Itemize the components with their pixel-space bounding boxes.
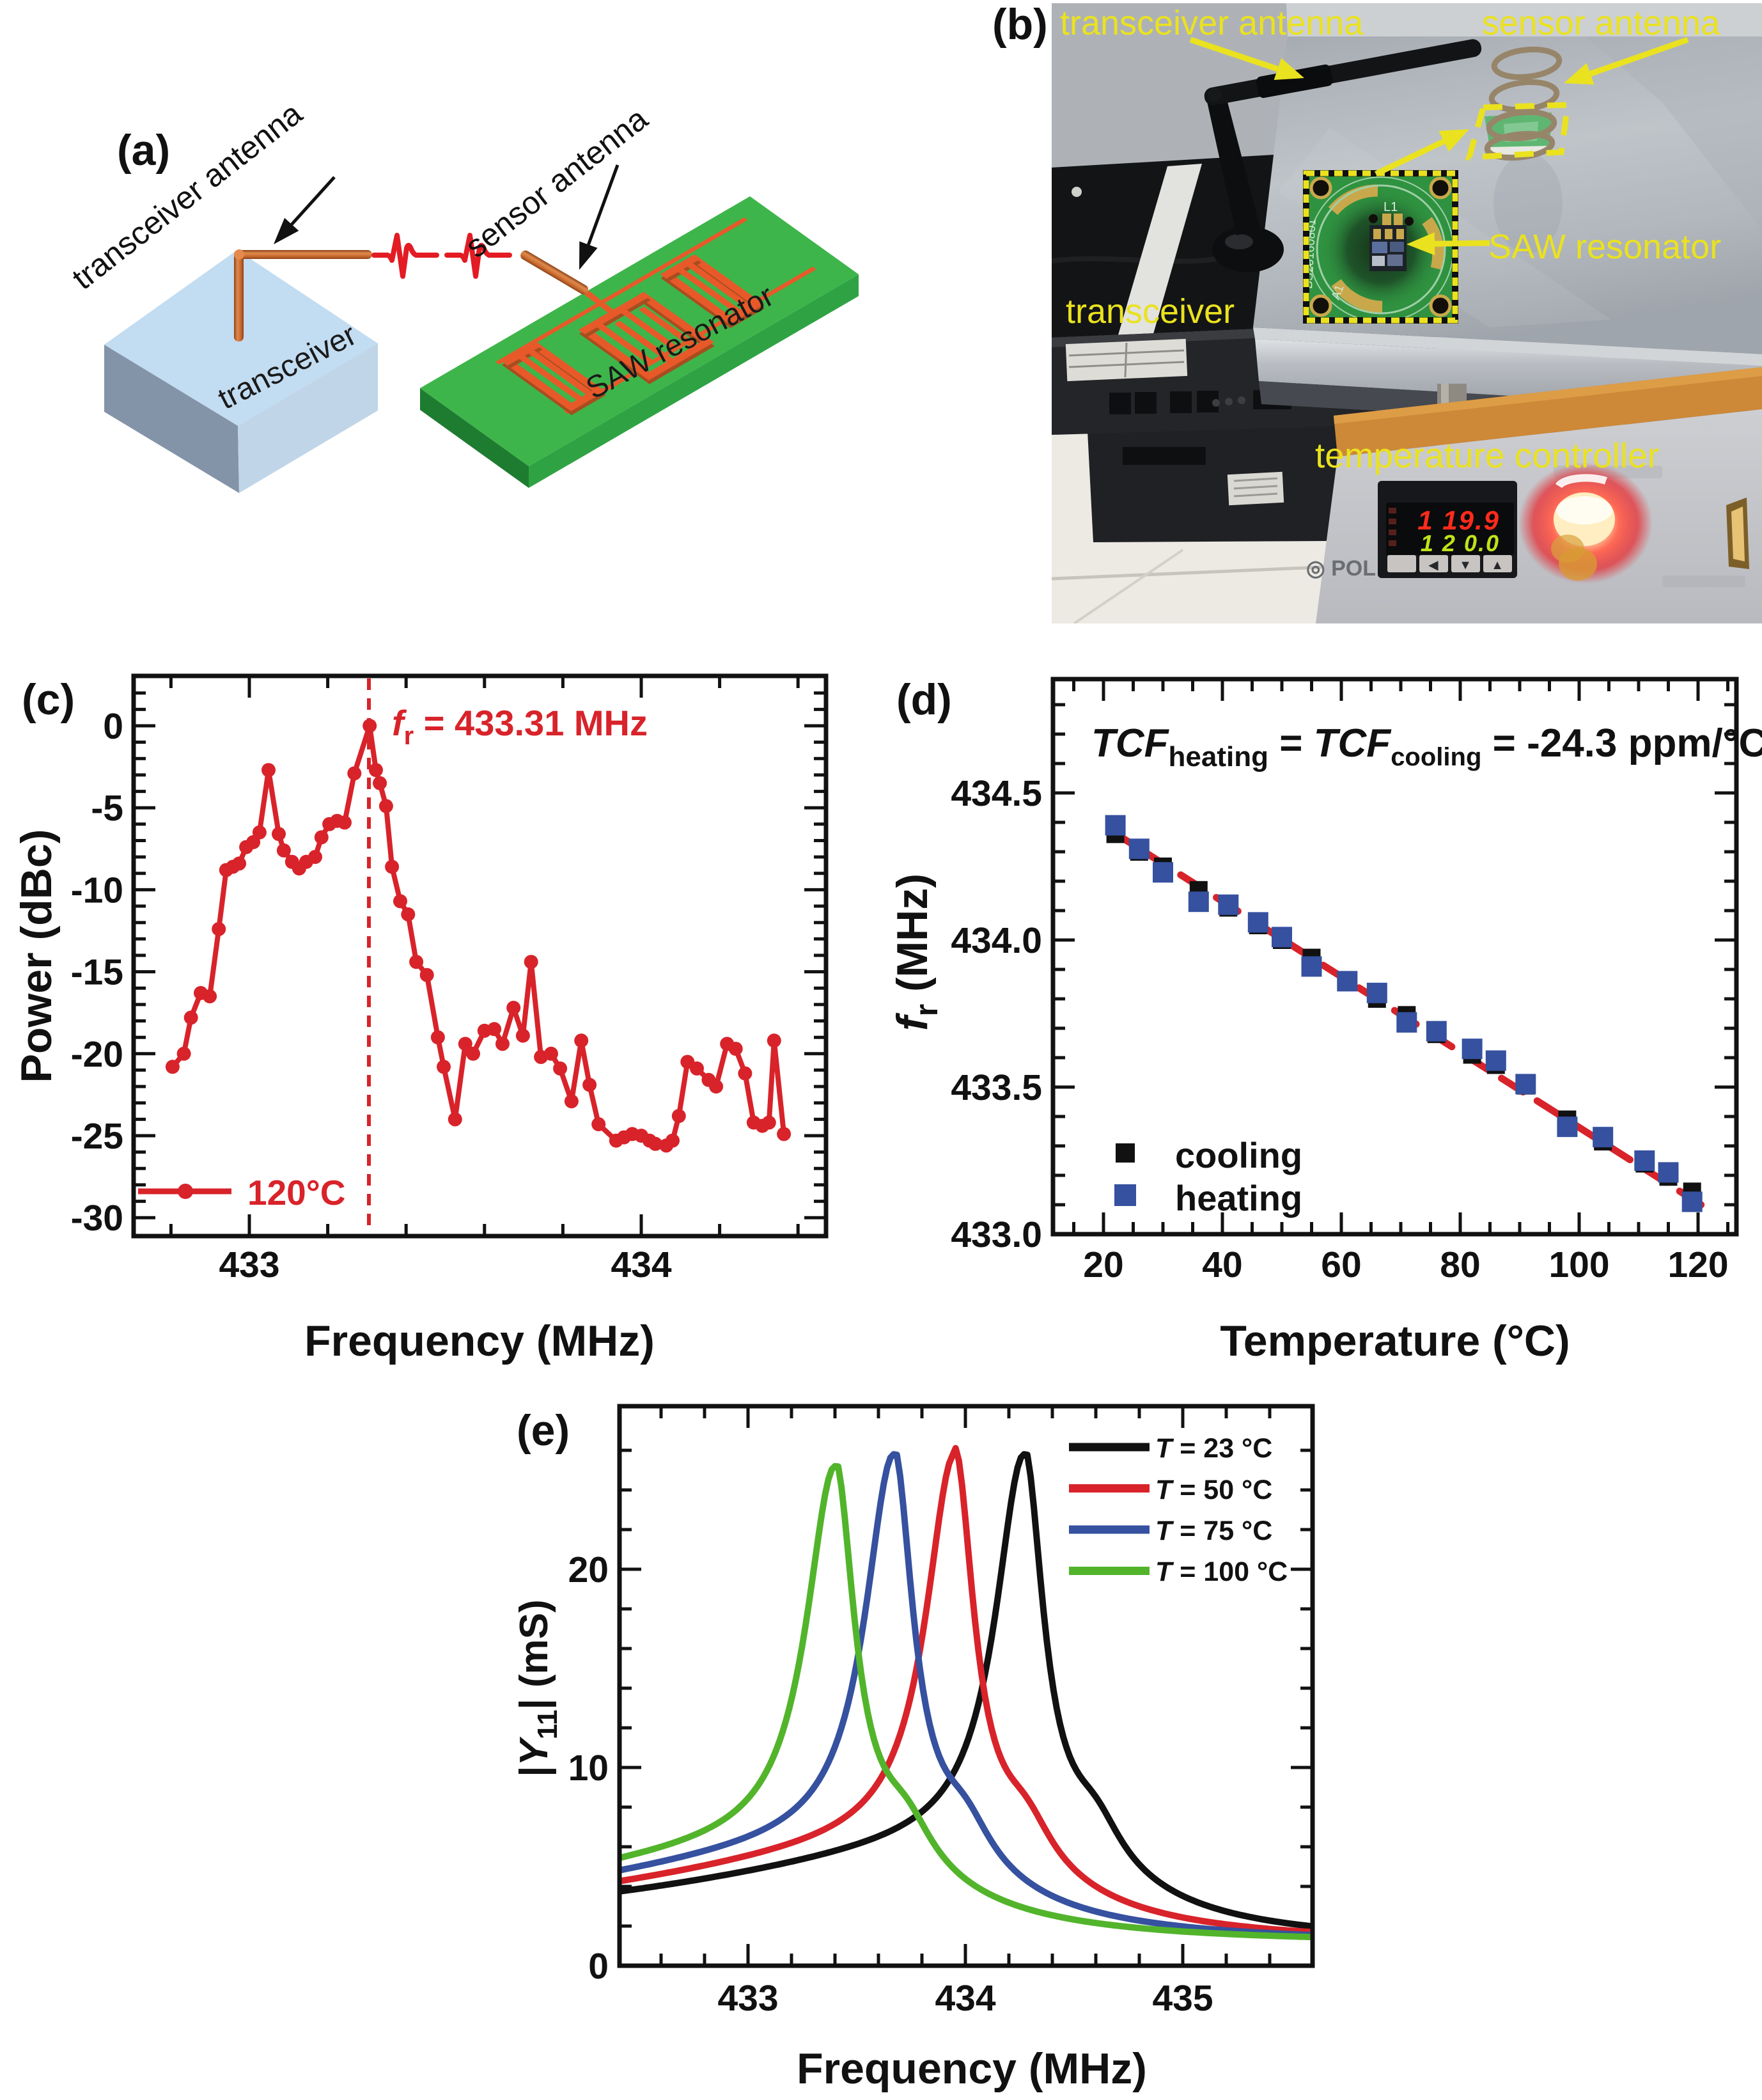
svg-text:-30: -30 bbox=[71, 1198, 123, 1239]
svg-text:20: 20 bbox=[1083, 1244, 1123, 1285]
svg-text:cooling: cooling bbox=[1175, 1135, 1302, 1175]
svg-text:434: 434 bbox=[935, 1978, 995, 2019]
svg-text:SAW resonator: SAW resonator bbox=[1488, 228, 1721, 266]
svg-text:1 2 0.0: 1 2 0.0 bbox=[1421, 530, 1500, 556]
svg-text:40: 40 bbox=[1202, 1244, 1242, 1285]
svg-text:heating: heating bbox=[1175, 1178, 1302, 1218]
svg-text:◀: ◀ bbox=[1428, 558, 1438, 572]
svg-text:-25: -25 bbox=[71, 1116, 123, 1157]
svg-text:60: 60 bbox=[1321, 1244, 1361, 1285]
svg-text:-10: -10 bbox=[71, 870, 123, 911]
svg-text:sensor antenna: sensor antenna bbox=[1482, 4, 1720, 42]
svg-text:TCFheating = TCFcooling = -24.: TCFheating = TCFcooling = -24.3 ppm/°C bbox=[1091, 721, 1762, 772]
svg-text:▼: ▼ bbox=[1459, 558, 1472, 572]
svg-text:▲: ▲ bbox=[1491, 558, 1504, 572]
svg-text:(e): (e) bbox=[517, 1406, 570, 1455]
svg-text:0: 0 bbox=[588, 1946, 609, 1987]
svg-text:-20: -20 bbox=[71, 1034, 123, 1075]
svg-text:-5: -5 bbox=[91, 788, 123, 829]
svg-text:Frequency (MHz): Frequency (MHz) bbox=[304, 1317, 655, 1365]
svg-text:0: 0 bbox=[103, 706, 123, 747]
svg-text:Temperature (°C): Temperature (°C) bbox=[1220, 1317, 1570, 1365]
svg-text:434: 434 bbox=[611, 1244, 671, 1285]
svg-text:|Y11| (mS): |Y11| (mS) bbox=[512, 1599, 563, 1777]
svg-text:(b): (b) bbox=[992, 0, 1048, 49]
svg-text:1 19.9: 1 19.9 bbox=[1417, 505, 1500, 535]
svg-text:(a): (a) bbox=[117, 126, 170, 175]
svg-text:◎ POL: ◎ POL bbox=[1306, 556, 1376, 581]
svg-text:433.5: 433.5 bbox=[951, 1067, 1042, 1108]
svg-text:-15: -15 bbox=[71, 952, 123, 993]
svg-text:transceiver: transceiver bbox=[1066, 292, 1235, 331]
svg-text:fr (MHz): fr (MHz) bbox=[888, 874, 944, 1031]
svg-text:100: 100 bbox=[1548, 1244, 1609, 1285]
svg-text:T = 100 °C: T = 100 °C bbox=[1155, 1556, 1288, 1587]
svg-text:433.0: 433.0 bbox=[951, 1214, 1042, 1255]
svg-text:80: 80 bbox=[1440, 1244, 1480, 1285]
svg-text:T = 50 °C: T = 50 °C bbox=[1155, 1475, 1272, 1505]
svg-text:Frequency (MHz): Frequency (MHz) bbox=[797, 2044, 1147, 2093]
svg-text:20: 20 bbox=[568, 1549, 609, 1590]
svg-text:T = 23 °C: T = 23 °C bbox=[1155, 1433, 1272, 1464]
svg-text:transceiver antenna: transceiver antenna bbox=[1060, 4, 1364, 42]
svg-text:(c): (c) bbox=[22, 675, 75, 724]
svg-text:434.0: 434.0 bbox=[951, 920, 1042, 961]
svg-text:Power (dBc): Power (dBc) bbox=[12, 829, 61, 1083]
svg-text:L1: L1 bbox=[1384, 200, 1398, 214]
svg-text:433: 433 bbox=[717, 1978, 778, 2019]
svg-text:433: 433 bbox=[219, 1244, 279, 1285]
svg-text:T = 75 °C: T = 75 °C bbox=[1155, 1516, 1272, 1546]
svg-text:120: 120 bbox=[1667, 1244, 1728, 1285]
svg-text:435: 435 bbox=[1152, 1978, 1213, 2019]
svg-text:temperature controller: temperature controller bbox=[1315, 435, 1659, 475]
svg-text:(d): (d) bbox=[896, 675, 952, 724]
svg-text:10: 10 bbox=[568, 1748, 609, 1789]
svg-text:fr = 433.31 MHz: fr = 433.31 MHz bbox=[392, 703, 648, 750]
svg-text:434.5: 434.5 bbox=[951, 773, 1042, 814]
svg-text:120°C: 120°C bbox=[247, 1173, 345, 1212]
